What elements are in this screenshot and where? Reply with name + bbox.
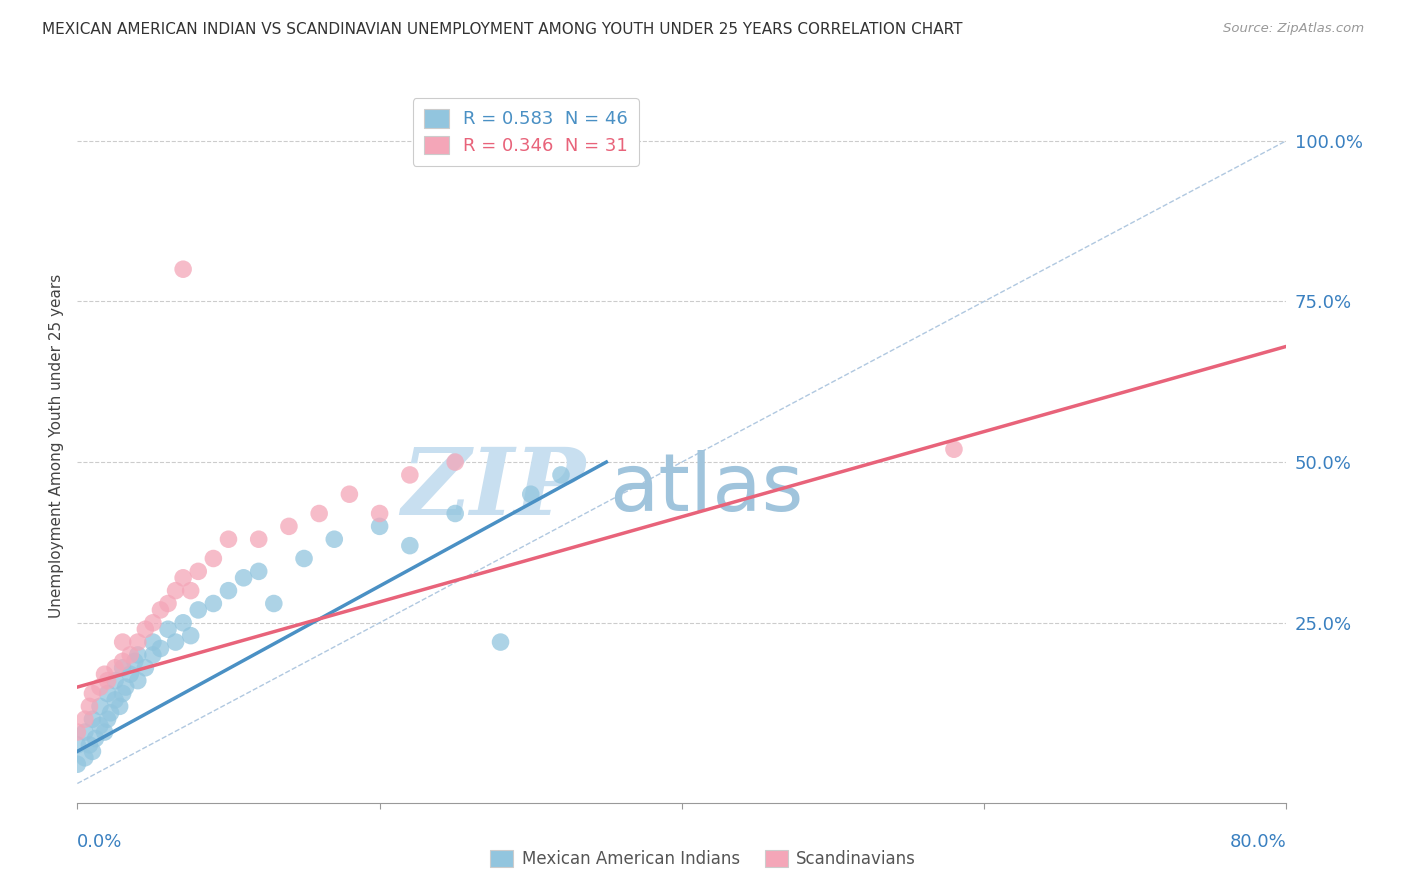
Point xyxy=(292,551,315,566)
Point xyxy=(124,654,146,668)
Point xyxy=(120,648,142,662)
Point xyxy=(444,455,467,469)
Point xyxy=(202,597,225,611)
Point xyxy=(149,603,172,617)
Point xyxy=(111,635,134,649)
Point xyxy=(79,738,101,752)
Point xyxy=(263,597,285,611)
Point xyxy=(142,648,165,662)
Point xyxy=(202,551,225,566)
Point xyxy=(120,667,142,681)
Point xyxy=(93,667,115,681)
Point xyxy=(520,487,543,501)
Point xyxy=(89,699,111,714)
Point xyxy=(111,661,134,675)
Point xyxy=(165,583,187,598)
Text: ZIP: ZIP xyxy=(401,444,585,533)
Point xyxy=(111,654,134,668)
Point xyxy=(368,519,391,533)
Point xyxy=(399,467,422,482)
Point xyxy=(93,725,115,739)
Legend: R = 0.583  N = 46, R = 0.346  N = 31: R = 0.583 N = 46, R = 0.346 N = 31 xyxy=(413,98,638,166)
Point xyxy=(114,680,136,694)
Point xyxy=(104,661,127,675)
Text: 0.0%: 0.0% xyxy=(77,833,122,851)
Point xyxy=(218,533,240,547)
Point xyxy=(187,603,209,617)
Point xyxy=(104,693,127,707)
Point xyxy=(172,615,194,630)
Point xyxy=(247,565,270,579)
Point xyxy=(142,615,165,630)
Point xyxy=(96,686,118,700)
Point xyxy=(89,719,111,733)
Text: 80.0%: 80.0% xyxy=(1230,833,1286,851)
Point xyxy=(149,641,172,656)
Point xyxy=(187,565,209,579)
Point xyxy=(73,751,96,765)
Point xyxy=(100,706,122,720)
Point xyxy=(142,635,165,649)
Point xyxy=(127,648,149,662)
Point xyxy=(278,519,301,533)
Point xyxy=(66,725,89,739)
Point xyxy=(82,686,104,700)
Point xyxy=(84,731,107,746)
Point xyxy=(489,635,512,649)
Point xyxy=(339,487,360,501)
Point xyxy=(550,467,572,482)
Point xyxy=(323,533,346,547)
Point xyxy=(111,686,134,700)
Point xyxy=(232,571,254,585)
Point xyxy=(73,725,96,739)
Text: atlas: atlas xyxy=(609,450,804,528)
Point xyxy=(943,442,966,457)
Point xyxy=(157,622,180,636)
Point xyxy=(82,712,104,726)
Point xyxy=(218,583,240,598)
Point xyxy=(399,539,422,553)
Point xyxy=(134,661,156,675)
Point xyxy=(127,673,149,688)
Point xyxy=(368,507,391,521)
Point xyxy=(308,507,330,521)
Point xyxy=(82,744,104,758)
Point xyxy=(134,622,156,636)
Point xyxy=(180,629,202,643)
Point xyxy=(172,571,194,585)
Y-axis label: Unemployment Among Youth under 25 years: Unemployment Among Youth under 25 years xyxy=(49,274,65,618)
Point xyxy=(127,635,149,649)
Point xyxy=(157,597,180,611)
Point xyxy=(108,699,131,714)
Point xyxy=(66,757,89,772)
Point xyxy=(444,507,467,521)
Point xyxy=(73,712,96,726)
Point xyxy=(96,673,118,688)
Point xyxy=(96,712,118,726)
Point xyxy=(66,738,89,752)
Point xyxy=(165,635,187,649)
Legend: Mexican American Indians, Scandinavians: Mexican American Indians, Scandinavians xyxy=(484,843,922,875)
Point xyxy=(104,673,127,688)
Text: MEXICAN AMERICAN INDIAN VS SCANDINAVIAN UNEMPLOYMENT AMONG YOUTH UNDER 25 YEARS : MEXICAN AMERICAN INDIAN VS SCANDINAVIAN … xyxy=(42,22,963,37)
Point xyxy=(247,533,270,547)
Point xyxy=(172,262,194,277)
Point xyxy=(79,699,101,714)
Point xyxy=(180,583,202,598)
Point xyxy=(89,680,111,694)
Text: Source: ZipAtlas.com: Source: ZipAtlas.com xyxy=(1223,22,1364,36)
